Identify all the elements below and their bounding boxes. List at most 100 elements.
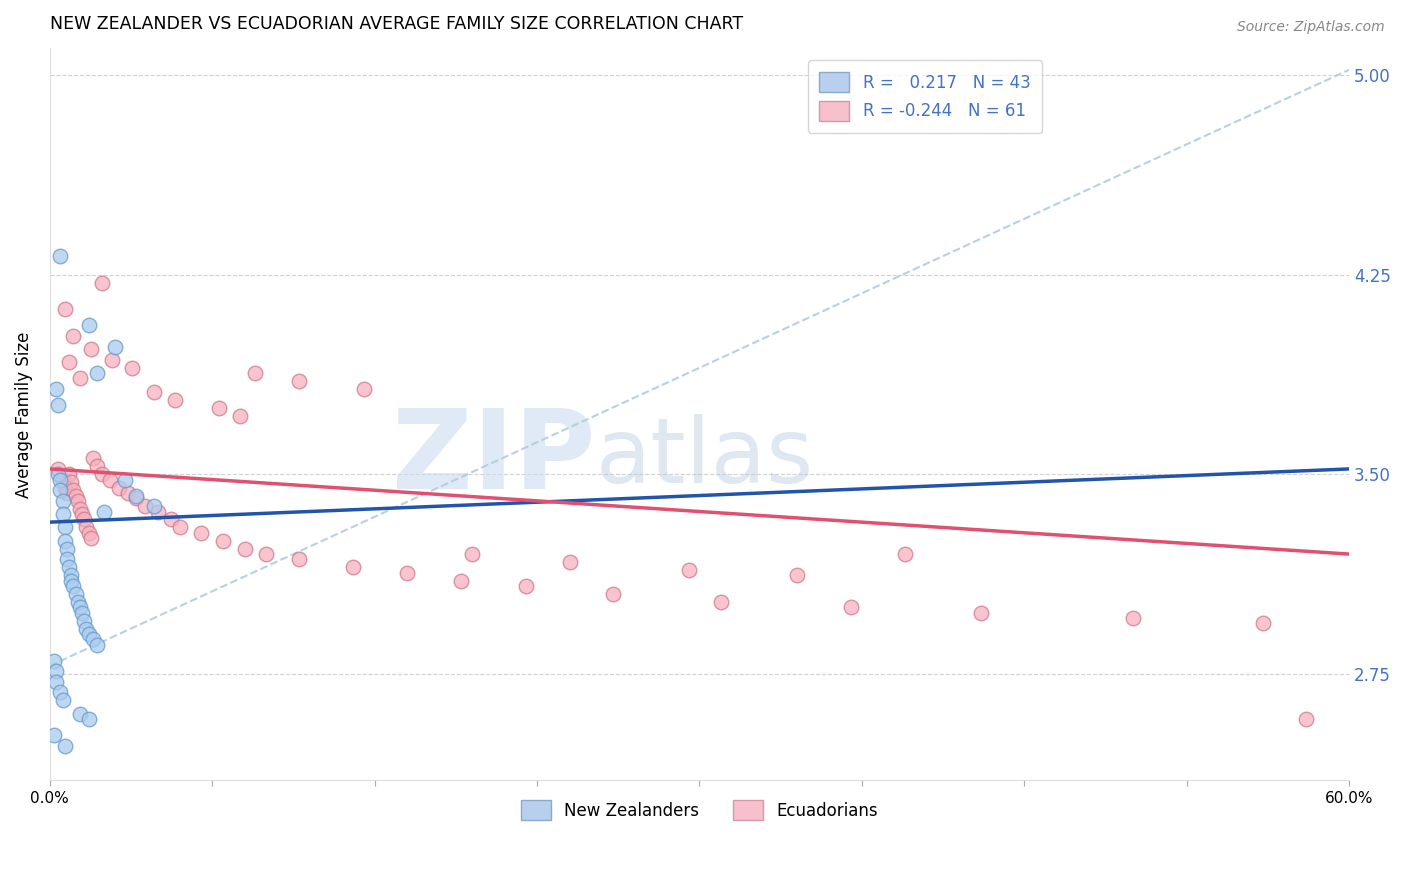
Text: ZIP: ZIP [392,405,596,512]
Point [82,632,104,647]
Point [52,507,75,521]
Point [786,568,808,582]
Point [53,739,76,753]
Point [287,374,309,388]
Point [165,392,187,407]
Point [65,489,87,503]
Point [58,467,80,482]
Point [70,507,93,521]
Point [45,664,67,678]
Point [73,512,96,526]
Point [53,481,76,495]
Point [342,560,364,574]
Point [76,622,98,636]
Point [1295,712,1317,726]
Point [146,504,169,518]
Point [229,409,252,423]
Point [101,352,124,367]
Point [69,501,91,516]
Legend: New Zealanders, Ecuadorians: New Zealanders, Ecuadorians [515,793,884,827]
Point [678,563,700,577]
Point [254,547,277,561]
Point [461,547,484,561]
Point [62,483,84,498]
Point [73,614,96,628]
Point [58,560,80,574]
Point [42,654,65,668]
Point [66,494,89,508]
Point [970,606,993,620]
Point [46,462,69,476]
Point [212,533,235,548]
Point [90,276,112,290]
Point [45,674,67,689]
Point [602,587,624,601]
Point [396,566,419,580]
Point [98,473,121,487]
Point [77,525,100,540]
Point [353,382,375,396]
Point [62,329,84,343]
Point [169,520,191,534]
Point [46,398,69,412]
Point [82,451,104,466]
Point [134,499,156,513]
Point [66,595,89,609]
Point [93,504,115,518]
Point [69,706,91,721]
Text: atlas: atlas [596,414,814,502]
Text: NEW ZEALANDER VS ECUADORIAN AVERAGE FAMILY SIZE CORRELATION CHART: NEW ZEALANDER VS ECUADORIAN AVERAGE FAMI… [49,15,742,33]
Point [45,834,67,848]
Point [56,486,79,500]
Point [65,587,87,601]
Point [245,366,267,380]
Point [76,520,98,534]
Point [60,475,83,490]
Point [86,638,108,652]
Text: Source: ZipAtlas.com: Source: ZipAtlas.com [1237,20,1385,34]
Point [62,579,84,593]
Point [86,366,108,380]
Point [287,552,309,566]
Point [86,459,108,474]
Point [53,520,76,534]
Point [45,382,67,396]
Point [49,473,72,487]
Point [104,339,127,353]
Point [125,489,148,503]
Point [52,473,75,487]
Point [558,555,581,569]
Point [53,533,76,548]
Point [125,491,148,506]
Point [49,249,72,263]
Point [160,512,183,526]
Point [58,355,80,369]
Point [114,473,136,487]
Point [90,467,112,482]
Point [117,486,139,500]
Point [1251,616,1274,631]
Point [70,606,93,620]
Point [52,494,75,508]
Point [207,401,229,415]
Point [49,685,72,699]
Point [53,302,76,317]
Point [894,547,917,561]
Point [56,552,79,566]
Point [450,574,472,588]
Point [108,481,131,495]
Point [77,712,100,726]
Point [233,541,256,556]
Point [190,525,212,540]
Point [49,483,72,498]
Point [69,600,91,615]
Point [77,318,100,333]
Y-axis label: Average Family Size: Average Family Size [15,331,32,498]
Point [60,574,83,588]
Point [839,600,862,615]
Point [60,568,83,582]
Point [77,627,100,641]
Point [56,541,79,556]
Point [80,531,103,545]
Point [710,595,733,609]
